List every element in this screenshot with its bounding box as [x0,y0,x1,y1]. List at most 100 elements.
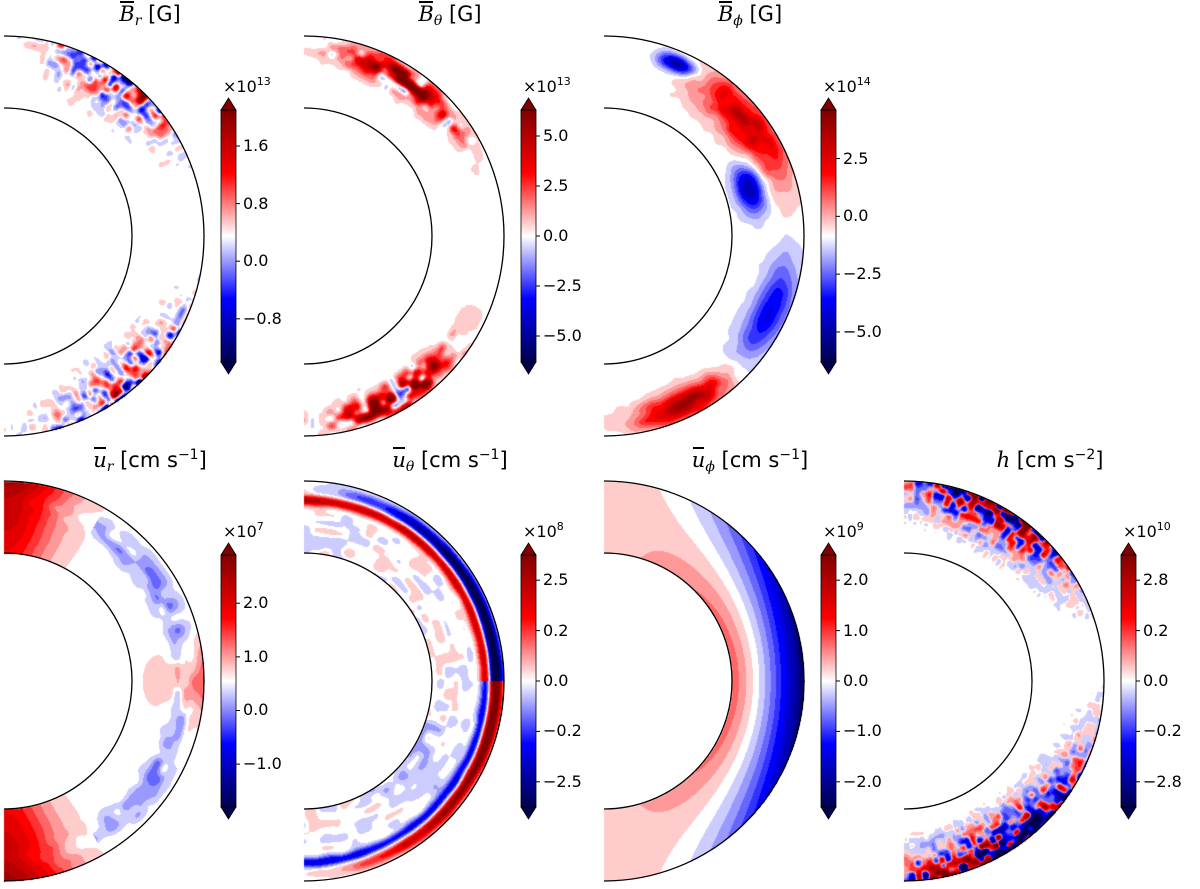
colorbar-tick-label: 2.5 [543,570,569,590]
colorbar-extend-min [220,806,237,820]
colorbar-multiplier: ×1013 [523,75,571,96]
colorbar-body [1120,554,1137,808]
title-subscript: θ [433,13,443,29]
colorbar-tick-label: 0.0 [843,671,869,690]
colorbar-tick-label: −0.2 [1143,721,1182,741]
multiplier-exponent: 8 [556,520,564,533]
multiplier-exponent: 10 [1156,520,1171,533]
field-image-up [600,445,900,889]
multiplier-base: ×10 [523,522,557,541]
inner-boundary [303,552,433,810]
colorbar-tick-label: −2.8 [1143,771,1182,791]
multiplier-exponent: 13 [556,75,571,88]
colorbar-multiplier: ×107 [223,520,264,541]
colorbar-tick-label: −0.8 [243,308,282,328]
panel-title: uθ [cm s−1] [300,447,600,475]
title-subscript: θ [405,459,415,475]
colorbar [820,97,840,375]
outer-boundary [3,480,205,882]
inner-boundary [3,107,133,365]
colorbar-multiplier: ×1013 [223,75,271,96]
title-symbol: u [392,447,406,472]
panel-h: ×1010 2.8 0.2 0.0 −0.2 −2.8 h [cm s−2] [900,445,1200,889]
title-unit: [cm s [414,448,479,472]
colorbar-tick-label: −2.5 [843,264,882,284]
title-symbol: u [691,447,706,472]
colorbar-tick-label: −0.2 [543,721,582,741]
colorbar-tick-label: 2.0 [843,570,869,590]
outer-boundary [603,480,805,882]
panel-plot [300,0,600,444]
title-unit-close: ] [499,448,508,472]
title-unit: [G] [442,2,482,26]
panel-plot [600,445,900,889]
title-unit-close: ] [198,448,207,472]
colorbar [520,97,540,375]
colorbar-multiplier: ×1010 [1123,520,1171,541]
colorbar-extend-min [520,806,537,820]
field-image-ut [300,445,600,889]
colorbar-tick-label: 0.0 [543,671,569,690]
colorbar-tick-label: 0.2 [543,620,569,640]
panel-title: Bθ [G] [300,1,600,29]
colorbar-multiplier: ×108 [523,520,564,541]
title-symbol: h [996,448,1011,472]
panel-ur: ×107 2.0 1.0 0.0 −1.0 ur [cm s−1] [0,445,300,889]
colorbar [220,97,240,375]
colorbar-tick-label: 0.0 [843,206,869,226]
panel-Bp: ×1014 2.5 0.0 −2.5 −5.0 Bϕ [G] [600,0,900,444]
colorbar-extend-max [820,97,837,111]
inner-boundary [603,552,733,810]
colorbar-tick-label: 0.2 [1143,620,1169,640]
panel-plot [0,445,300,889]
title-unit-exponent: −2 [1074,447,1096,463]
panel-plot [300,445,600,889]
colorbar [220,542,240,820]
title-unit-close: ] [1095,448,1104,472]
colorbar-tick-label: −1.0 [843,721,882,741]
multiplier-base: ×10 [823,522,857,541]
panel-up: ×109 2.0 1.0 0.0 −1.0 −2.0 uϕ [cm s−1] [600,445,900,889]
outer-boundary [903,480,1105,882]
multiplier-exponent: 13 [256,75,271,88]
title-symbol: B [418,1,434,26]
panel-title: ur [cm s−1] [0,447,300,475]
multiplier-base: ×10 [223,77,257,96]
colorbar-extend-max [1120,542,1137,556]
title-subscript: ϕ [705,459,715,475]
panel-plot [600,0,900,444]
colorbar-tick-label: −2.5 [543,276,582,295]
colorbar-body [820,554,837,808]
outer-boundary [603,35,805,437]
title-subscript: ϕ [733,13,743,29]
colorbar-tick-label: 2.5 [843,148,869,168]
colorbar-tick-label: 0.0 [243,251,269,271]
colorbar-extend-max [820,542,837,556]
colorbar-body [220,554,237,808]
panel-title: Bϕ [G] [600,1,900,29]
field-image-Br [0,0,300,444]
title-unit-close: ] [800,448,809,472]
colorbar [520,542,540,820]
inner-boundary [603,107,733,365]
panel-title: uϕ [cm s−1] [600,447,900,475]
title-unit: [cm s [714,448,780,472]
colorbar-tick-label: −5.0 [543,326,582,345]
field-image-Bp [600,0,900,444]
panel-title: h [cm s−2] [900,447,1200,472]
panel-ut: ×108 2.5 0.2 0.0 −0.2 −2.5 uθ [cm s−1] [300,445,600,889]
multiplier-exponent: 9 [856,520,864,533]
colorbar-body [520,554,537,808]
title-unit-exponent: −1 [779,447,800,463]
panel-Br: ×1013 1.6 0.8 0.0 −0.8 Br [G] [0,0,300,444]
colorbar-extend-max [520,97,537,111]
colorbar [1120,542,1140,820]
colorbar-extend-min [820,361,837,375]
title-symbol: B [119,1,135,26]
colorbar-body [520,109,537,363]
title-unit-exponent: −1 [177,447,199,463]
outer-boundary [303,480,505,882]
colorbar-tick-label: −5.0 [843,321,882,341]
title-unit: [cm s [1010,448,1075,472]
